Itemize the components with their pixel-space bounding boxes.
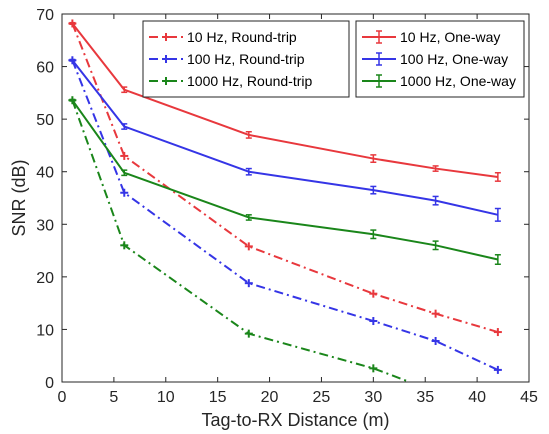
legend-round-trip: 10 Hz, Round-trip 100 Hz, Round-trip 1000 …	[142, 20, 350, 98]
series-5-point-3	[370, 229, 377, 240]
series-1-point-5	[493, 365, 502, 374]
series-3-point-2	[245, 131, 252, 139]
legend-box-1	[355, 20, 525, 98]
x-tick-label-1: 5	[109, 389, 118, 406]
series-3-point-4	[432, 165, 439, 172]
axes: 0 5 10 15 20 25 30 35 40 45 0 10 20 30 40 50 60 70	[36, 7, 538, 406]
y-tick-label-7: 70	[36, 7, 54, 24]
series-3-point-0	[69, 21, 76, 26]
legend-marker-5	[376, 74, 382, 88]
series-2-point-3	[369, 364, 378, 373]
series-1-point-2	[244, 279, 253, 288]
legend-label-3: 10 Hz, One-way	[400, 29, 500, 45]
series-4-point-1	[121, 123, 128, 130]
y-tick-label-2: 20	[36, 270, 54, 287]
series-5-point-5	[494, 254, 501, 265]
series-4-point-0	[69, 58, 76, 62]
plot-lines	[68, 19, 502, 382]
series-5-point-4	[432, 240, 439, 251]
x-tick-label-8: 40	[468, 389, 486, 406]
series-1-point-1	[120, 188, 129, 197]
series-1-point-3	[369, 317, 378, 326]
y-tick-label-6: 60	[36, 60, 54, 77]
series-2-point-2	[244, 329, 253, 338]
legend-label-2: 1000 Hz, Round-trip	[187, 73, 313, 89]
x-axis-label: Tag-to-RX Distance (m)	[201, 410, 389, 430]
legend-label-5: 1000 Hz, One-way	[400, 73, 516, 89]
legend-marker-1	[162, 55, 170, 63]
x-tick-label-6: 30	[364, 389, 382, 406]
x-tick-label-7: 35	[416, 389, 434, 406]
x-tick-label-5: 25	[313, 389, 331, 406]
x-tick-label-0: 0	[58, 389, 67, 406]
series-2-point-1	[120, 241, 129, 250]
series-3-point-3	[370, 154, 377, 164]
series-line-4	[71, 59, 499, 216]
series-line-5	[71, 99, 499, 261]
series-5-point-1	[121, 169, 128, 177]
x-tick-label-4: 20	[261, 389, 279, 406]
series-3-point-1	[121, 86, 128, 94]
x-tick-label-3: 15	[209, 389, 227, 406]
series-0-point-5	[493, 328, 502, 337]
x-tick-label-2: 10	[157, 389, 175, 406]
y-axis-label: SNR (dB)	[9, 159, 29, 236]
series-0-point-2	[244, 242, 253, 251]
legend-label-1: 100 Hz, Round-trip	[187, 51, 305, 67]
series-1-point-4	[431, 336, 440, 345]
series-4-point-5	[494, 207, 501, 222]
series-line-0	[71, 23, 499, 334]
legend-label-0: 10 Hz, Round-trip	[187, 29, 297, 45]
series-line-1	[71, 59, 499, 371]
series-0-point-4	[431, 309, 440, 318]
legend-marker-2	[162, 77, 170, 85]
series-line-3	[71, 22, 499, 178]
legend-one-way: 10 Hz, One-way 100 Hz, One-way 1000 Hz, On…	[355, 20, 525, 98]
series-4-point-3	[370, 185, 377, 195]
y-tick-label-3: 30	[36, 217, 54, 234]
x-tick-label-9: 45	[520, 389, 538, 406]
series-5-point-2	[245, 214, 252, 221]
legend-box-0	[142, 20, 350, 98]
y-tick-label-1: 10	[36, 322, 54, 339]
y-tick-label-5: 50	[36, 112, 54, 129]
legend-marker-0	[162, 33, 170, 41]
legend-label-4: 100 Hz, One-way	[400, 51, 508, 67]
series-4-point-2	[245, 167, 252, 176]
plot-frame	[61, 13, 530, 383]
series-0-point-3	[369, 289, 378, 298]
y-tick-label-0: 0	[45, 375, 54, 392]
series-4-point-4	[432, 195, 439, 206]
legend-marker-4	[376, 52, 382, 66]
series-0-point-1	[120, 151, 129, 160]
y-tick-label-4: 40	[36, 165, 54, 182]
series-3-point-5	[494, 172, 501, 182]
series-5-point-0	[69, 98, 76, 102]
legend-marker-3	[376, 30, 382, 44]
